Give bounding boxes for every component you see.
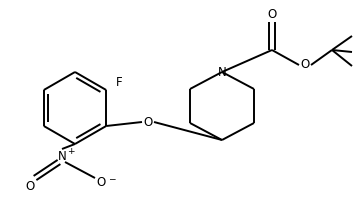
Text: O: O <box>96 176 106 189</box>
Text: O: O <box>300 58 310 71</box>
Text: +: + <box>67 148 74 156</box>
Text: O: O <box>267 8 277 21</box>
Text: O: O <box>25 180 35 192</box>
Text: N: N <box>218 66 226 78</box>
Text: O: O <box>143 115 153 129</box>
Text: N: N <box>58 150 66 164</box>
Text: F: F <box>116 75 123 89</box>
Text: −: − <box>108 174 116 184</box>
